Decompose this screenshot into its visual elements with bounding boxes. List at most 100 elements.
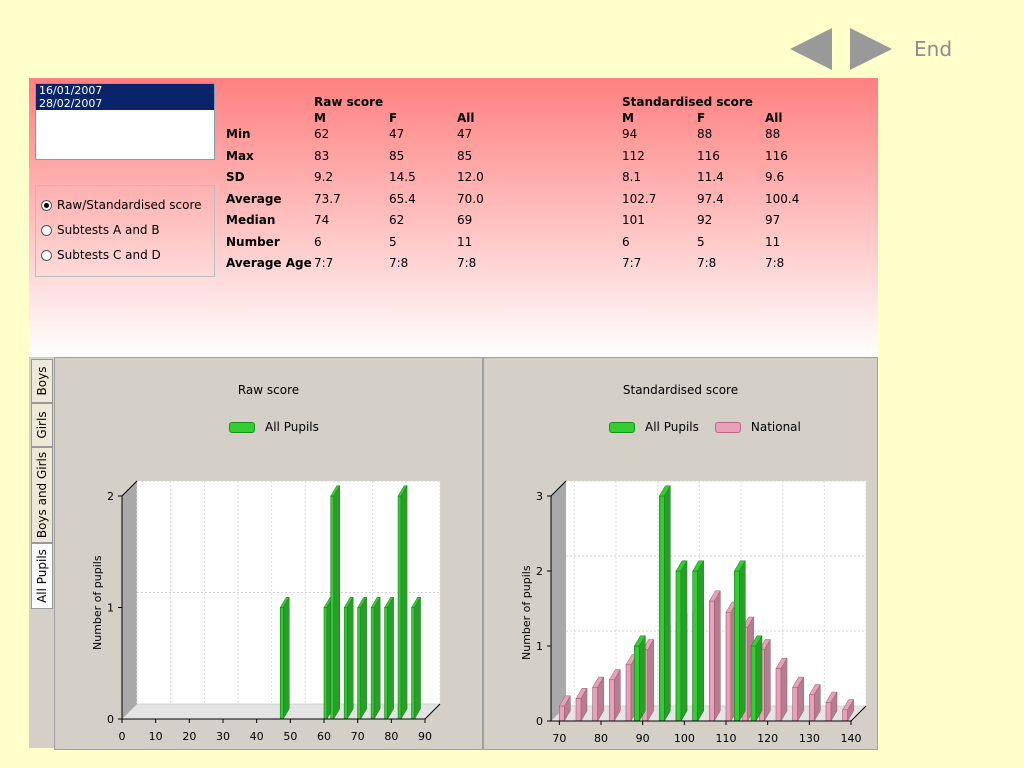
x-tick-label: 110	[716, 732, 737, 745]
stat-value: 11	[765, 234, 781, 249]
tab-girls[interactable]: Girls	[31, 403, 53, 447]
radio-subtests-c-d[interactable]: Subtests C and D	[41, 247, 161, 263]
chart-legend: All Pupils	[229, 420, 319, 434]
y-tick-label: 0	[536, 715, 543, 728]
radio-subtests-a-b[interactable]: Subtests A and B	[41, 222, 160, 238]
stat-value: 88	[765, 127, 781, 141]
y-axis-label: Number of pupils	[91, 555, 104, 650]
stat-value: 97	[765, 213, 781, 227]
x-tick-label: 70	[351, 730, 365, 743]
pupil-group-tabs: Boys Girls Boys and Girls All Pupils	[29, 357, 54, 748]
y-tick-label: 0	[107, 713, 114, 726]
end-button[interactable]: End	[914, 37, 953, 61]
date-item[interactable]: 16/01/2007	[36, 84, 214, 97]
column-header: M	[314, 111, 326, 125]
bar	[709, 600, 715, 722]
stat-value: 14.5	[389, 170, 416, 184]
row-label: Average Age	[226, 256, 312, 270]
stat-value: 7:7	[314, 256, 334, 270]
stat-value: 102.7	[622, 191, 657, 206]
x-tick-label: 80	[384, 730, 398, 743]
x-tick-label: 100	[674, 732, 695, 745]
bar-side	[714, 589, 721, 722]
bar	[592, 686, 598, 722]
bar	[323, 607, 328, 720]
x-tick-label: 60	[317, 730, 331, 743]
next-arrow-button[interactable]	[850, 28, 892, 70]
stat-value: 85	[389, 148, 405, 163]
x-axis-end	[850, 705, 867, 722]
legend-swatch-all-pupils	[229, 421, 255, 433]
bar	[825, 701, 832, 722]
bar-side	[414, 596, 421, 720]
stat-value: 7:8	[457, 256, 477, 270]
column-header: M	[622, 111, 634, 125]
row-label: Min	[226, 127, 251, 141]
bar	[343, 607, 348, 720]
legend-label: National	[750, 420, 801, 434]
bar	[370, 607, 375, 720]
x-tick-label: 50	[283, 730, 297, 743]
tab-all-pupils[interactable]: All Pupils	[31, 543, 53, 609]
legend-label: All Pupils	[265, 420, 319, 434]
row-label: SD	[226, 170, 245, 184]
bar	[625, 664, 632, 722]
column-header: All	[765, 111, 783, 125]
bar	[842, 709, 848, 722]
legend-label: All Pupils	[645, 420, 699, 434]
radio-label: Raw/Standardised score	[57, 198, 202, 212]
radio-button-icon	[41, 224, 52, 236]
bar-side	[647, 638, 654, 722]
x-axis-end	[424, 703, 441, 720]
stat-value: 5	[389, 234, 397, 249]
bar	[330, 495, 335, 720]
date-listbox[interactable]: 16/01/2007 28/02/2007	[35, 83, 215, 160]
bar	[750, 645, 757, 722]
x-tick-label: 130	[799, 732, 820, 745]
radio-label: Subtests A and B	[57, 223, 160, 237]
radio-button-icon	[41, 249, 52, 261]
stat-value: 73.7	[314, 191, 341, 206]
bar	[575, 698, 582, 722]
bar	[279, 607, 284, 720]
stat-value: 70.0	[457, 191, 484, 206]
bar	[775, 668, 782, 722]
stat-value: 11	[457, 234, 473, 249]
legend-swatch-national	[714, 421, 741, 433]
date-item[interactable]: 28/02/2007	[36, 97, 214, 110]
tab-boys[interactable]: Boys	[31, 359, 53, 403]
stat-value: 62	[389, 213, 405, 227]
stat-value: 116	[697, 148, 720, 163]
tab-boys-and-girls[interactable]: Boys and Girls	[31, 447, 53, 543]
y-tick-label: 1	[107, 602, 114, 615]
stat-value: 69	[457, 213, 473, 227]
x-tick-label: 20	[182, 730, 196, 743]
statistics-table: Raw score Standardised score M M F F All All Min…	[29, 78, 878, 357]
column-header: All	[457, 111, 475, 125]
bar-side	[739, 559, 746, 722]
stat-value: 6	[314, 234, 322, 249]
x-tick-label: 10	[149, 730, 163, 743]
bar	[357, 607, 361, 720]
radio-raw-standardised[interactable]: Raw/Standardised score	[41, 197, 202, 213]
tab-label: Boys and Girls	[35, 451, 49, 539]
bar	[397, 495, 402, 720]
stat-value: 74	[314, 213, 330, 227]
stat-value: 7:8	[697, 256, 717, 270]
raw-score-chart: 0 1 2 0 10 20 30 40 50 60 70 80 90 Raw score All Pup…	[54, 357, 483, 750]
y-axis-top	[550, 480, 567, 497]
summary-panel: 16/01/2007 28/02/2007 Raw/Standardised s…	[29, 78, 878, 357]
bar-side	[282, 596, 290, 720]
row-label: Number	[226, 234, 280, 249]
stat-value: 94	[622, 127, 638, 141]
bar	[559, 705, 565, 722]
bar-side	[387, 596, 394, 720]
stat-value: 11.4	[697, 170, 724, 184]
stat-value: 112	[622, 148, 645, 163]
tab-label: Girls	[35, 411, 49, 439]
stat-value: 83	[314, 148, 330, 163]
bar	[675, 570, 682, 722]
stat-value: 9.2	[314, 170, 334, 184]
previous-arrow-button[interactable]	[790, 28, 832, 70]
column-header: F	[389, 111, 398, 125]
